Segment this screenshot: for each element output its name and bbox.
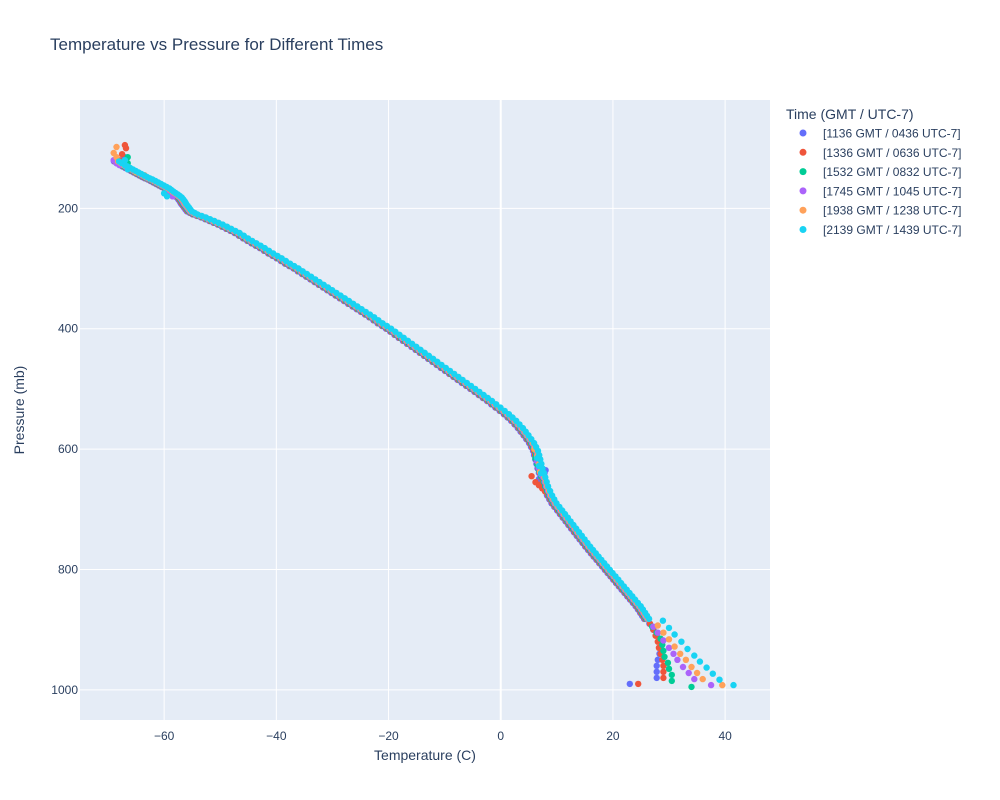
data-point	[688, 683, 695, 691]
data-point	[660, 668, 667, 675]
data-point	[118, 151, 126, 158]
legend-marker-icon	[799, 168, 807, 176]
chart-title: Temperature vs Pressure for Different Ti…	[50, 35, 383, 54]
y-axis-label: Pressure (mb)	[11, 366, 27, 455]
data-point	[670, 650, 677, 657]
data-point	[163, 193, 171, 200]
legend-label: [1336 GMT / 0636 UTC-7]	[823, 146, 962, 160]
legend-label: [1532 GMT / 0832 UTC-7]	[823, 165, 962, 179]
y-tick-labels: 200 400 600 800 1000	[51, 201, 78, 697]
data-points	[110, 141, 737, 691]
series-points	[115, 157, 737, 689]
data-point	[122, 145, 130, 152]
data-point	[665, 665, 673, 672]
data-point	[691, 675, 698, 683]
data-point	[699, 675, 706, 683]
data-point	[124, 166, 131, 173]
x-tick-labels: −60 −40 −20 0 20 40	[154, 729, 732, 743]
data-point	[659, 617, 667, 624]
x-tick-label: −40	[266, 729, 287, 743]
legend-items[interactable]: [1136 GMT / 0436 UTC-7] [1336 GMT / 0636 …	[799, 127, 962, 238]
data-point	[660, 674, 667, 682]
legend[interactable]: Time (GMT / UTC-7) [1136 GMT / 0436 UTC-…	[786, 106, 962, 237]
data-point	[682, 656, 690, 663]
legend-item[interactable]: [1336 GMT / 0636 UTC-7]	[799, 146, 962, 160]
data-point	[121, 157, 129, 164]
data-point	[688, 663, 695, 671]
data-point	[626, 680, 633, 688]
x-axis-label: Temperature (C)	[374, 747, 476, 763]
data-point	[664, 659, 672, 666]
data-point	[654, 622, 661, 629]
y-tick-label: 400	[58, 322, 78, 336]
legend-title: Time (GMT / UTC-7)	[786, 106, 914, 122]
data-point	[645, 615, 653, 623]
data-point	[665, 644, 673, 651]
data-point	[653, 668, 660, 675]
legend-label: [2139 GMT / 1439 UTC-7]	[823, 223, 962, 237]
data-point	[678, 638, 685, 645]
x-tick-label: −60	[154, 729, 175, 743]
data-point	[674, 656, 681, 663]
legend-label: [1938 GMT / 1238 UTC-7]	[823, 204, 962, 218]
x-tick-label: 0	[497, 729, 504, 743]
data-point	[653, 674, 660, 682]
grid-lines	[80, 100, 770, 720]
legend-label: [1136 GMT / 0436 UTC-7]	[823, 127, 961, 141]
data-point	[668, 671, 675, 679]
data-point	[113, 143, 120, 151]
y-tick-label: 1000	[51, 683, 78, 697]
legend-item[interactable]: [2139 GMT / 1439 UTC-7]	[799, 223, 962, 237]
data-point	[719, 681, 726, 689]
data-point	[660, 662, 667, 669]
data-point	[709, 670, 716, 677]
legend-marker-icon	[799, 226, 807, 233]
data-point	[653, 662, 660, 669]
data-point	[660, 647, 667, 654]
x-tick-label: 40	[718, 729, 732, 743]
data-point	[660, 637, 667, 644]
data-point	[668, 677, 675, 685]
data-point	[671, 631, 678, 638]
legend-item[interactable]: [1745 GMT / 1045 UTC-7]	[799, 184, 962, 198]
x-tick-label: −20	[378, 729, 399, 743]
data-point	[654, 656, 661, 663]
legend-label: [1745 GMT / 1045 UTC-7]	[823, 184, 962, 198]
plot-area	[80, 100, 770, 720]
x-tick-label: 20	[606, 729, 620, 743]
data-point	[679, 663, 687, 671]
data-point	[654, 629, 661, 636]
data-point	[696, 658, 704, 665]
legend-item[interactable]: [1532 GMT / 0832 UTC-7]	[799, 165, 962, 179]
data-point	[635, 680, 642, 688]
data-point	[661, 653, 668, 660]
y-tick-label: 200	[58, 201, 78, 215]
data-point	[691, 652, 698, 659]
data-point	[537, 470, 545, 477]
data-point	[660, 629, 667, 636]
data-point	[685, 669, 692, 677]
data-point	[671, 643, 678, 650]
data-point	[677, 650, 684, 657]
legend-marker-icon	[799, 129, 807, 137]
data-point	[730, 681, 737, 689]
data-point	[665, 624, 673, 632]
y-tick-label: 600	[58, 442, 78, 456]
legend-item[interactable]: [1136 GMT / 0436 UTC-7]	[799, 127, 961, 141]
legend-marker-icon	[799, 148, 807, 156]
data-point	[707, 681, 715, 689]
data-point	[684, 645, 691, 653]
data-point	[703, 664, 710, 671]
legend-marker-icon	[799, 187, 807, 195]
data-point	[693, 669, 701, 677]
legend-marker-icon	[799, 206, 807, 214]
y-tick-label: 800	[58, 563, 78, 577]
data-point	[528, 473, 535, 480]
data-point	[535, 462, 543, 470]
data-point	[534, 455, 541, 462]
data-point	[665, 636, 673, 643]
legend-item[interactable]: [1938 GMT / 1238 UTC-7]	[799, 204, 962, 218]
data-point	[716, 676, 723, 683]
